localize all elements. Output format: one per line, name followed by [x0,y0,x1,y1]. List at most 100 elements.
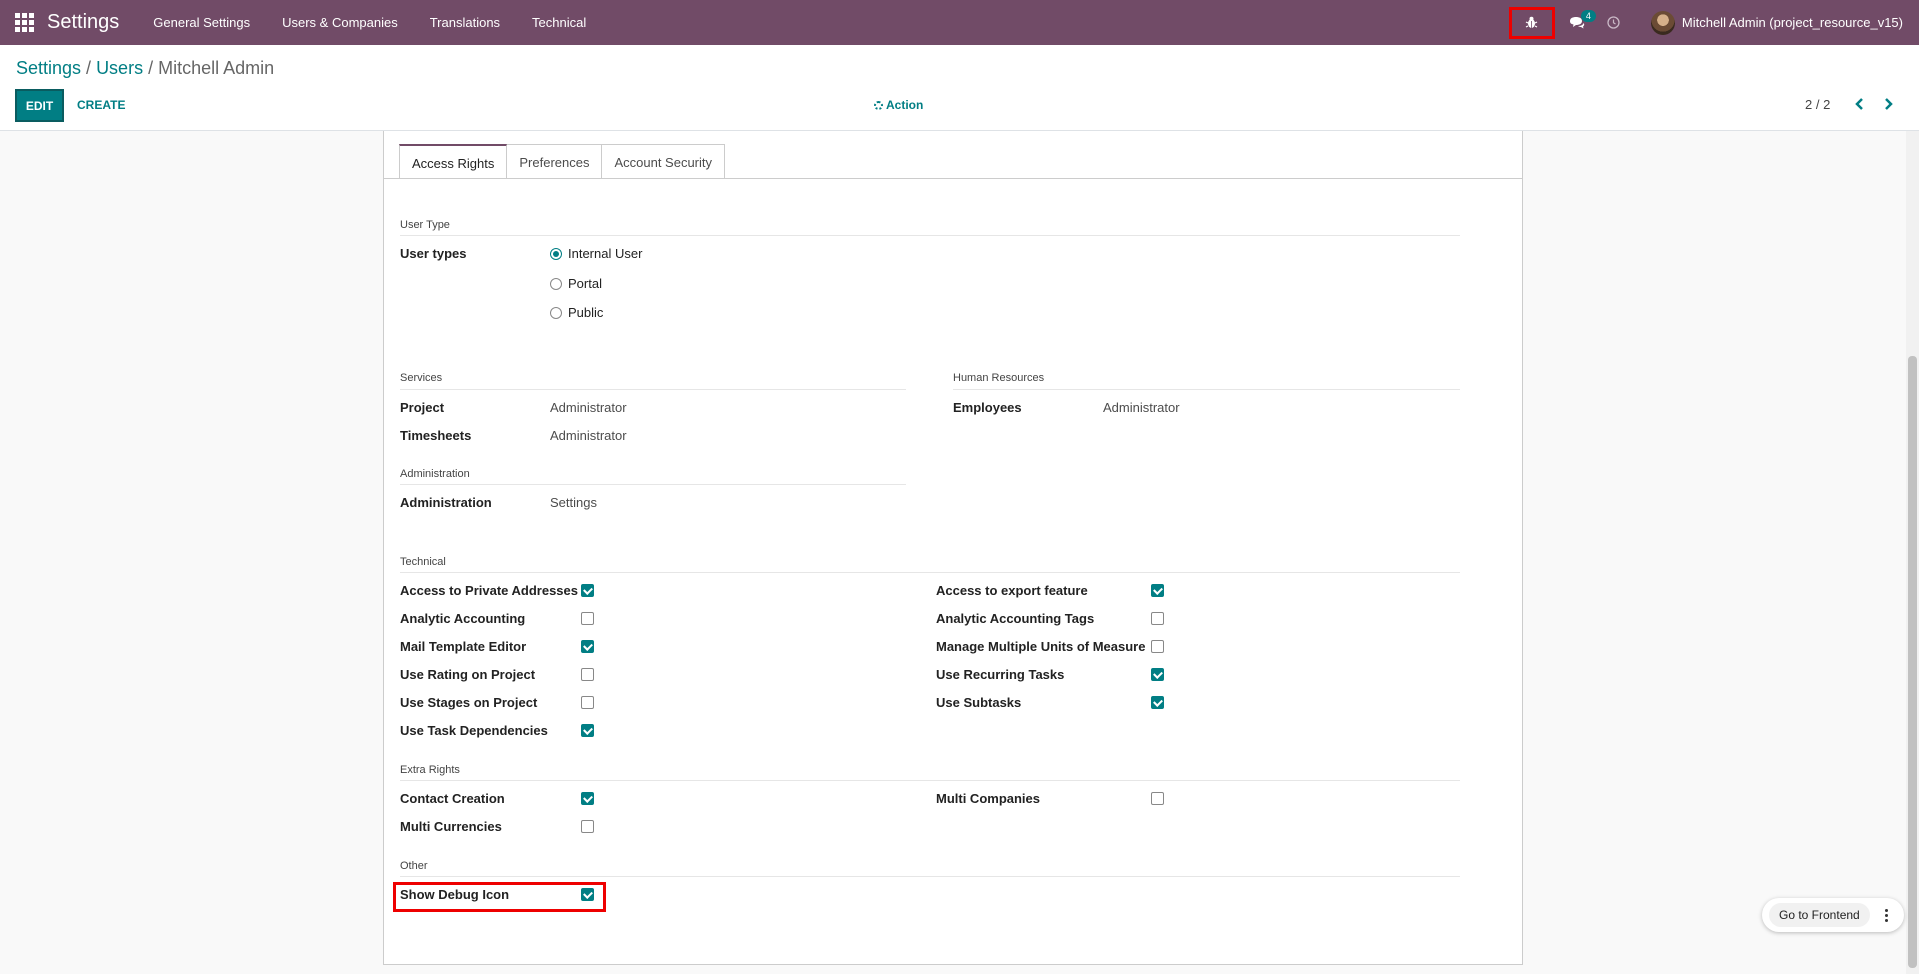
radio-internal-user[interactable]: Internal User [550,246,642,261]
chat-count-badge: 4 [1580,9,1596,22]
checkbox-use-task-dependencies[interactable] [581,724,594,737]
action-button[interactable]: Action [874,98,923,112]
frontend-widget: Go to Frontend [1762,898,1904,932]
menu-general-settings[interactable]: General Settings [153,15,251,30]
chat-icon [1569,16,1585,28]
checkbox-mail-template-editor[interactable] [581,640,594,653]
checkbox-use-stages-on-project[interactable] [581,696,594,709]
checkbox-label: Use Recurring Tasks [936,667,1065,682]
avatar [1650,10,1675,35]
section-divider [400,572,1460,573]
breadcrumb: Settings / Users / Mitchell Admin [16,58,274,79]
radio-label: Public [568,305,604,320]
checkbox-label: Manage Multiple Units of Measure [936,639,1146,654]
checkbox-multiple-units-of-measure[interactable] [1151,640,1164,653]
section-title-human-resources: Human Resources [953,372,1045,384]
section-divider [400,235,1460,236]
section-title-other: Other [400,860,428,872]
checkbox-access-export-feature[interactable] [1151,584,1164,597]
apps-menu-icon[interactable] [14,13,34,33]
radio-label: Portal [568,276,602,291]
checkbox-label: Analytic Accounting [400,611,526,626]
field-label-project: Project [400,400,445,415]
pager-value[interactable]: 2 / 2 [1805,97,1831,112]
section-divider [400,484,906,485]
checkbox-use-subtasks[interactable] [1151,696,1164,709]
clock-icon [1607,16,1621,29]
checkbox-access-private-addresses[interactable] [581,584,594,597]
section-title-services: Services [400,372,443,384]
checkbox-use-rating-on-project[interactable] [581,668,594,681]
radio-portal[interactable]: Portal [550,276,602,291]
user-types-label: User types [400,246,467,261]
menu-technical[interactable]: Technical [532,15,587,30]
checkbox-label: Contact Creation [400,791,505,806]
page-scrollbar[interactable] [1906,131,1919,974]
field-value-timesheets[interactable]: Administrator [550,428,627,443]
form-sheet: Access Rights Preferences Account Securi… [383,131,1523,965]
app-title[interactable]: Settings [47,11,120,33]
section-title-user-type: User Type [400,219,450,231]
section-title-administration: Administration [400,468,470,480]
field-label-administration: Administration [400,495,492,510]
tab-preferences[interactable]: Preferences [507,144,603,179]
checkbox-show-debug-icon[interactable] [581,888,594,901]
debug-button[interactable] [1508,6,1555,39]
tabs-divider [384,178,1522,179]
breadcrumb-users[interactable]: Users [96,58,144,78]
checkbox-contact-creation[interactable] [581,792,594,805]
tab-access-rights[interactable]: Access Rights [399,144,508,179]
action-label: Action [886,98,924,112]
menu-translations[interactable]: Translations [429,15,501,30]
user-menu[interactable]: Mitchell Admin (project_resource_v15) [1650,10,1903,35]
checkbox-multi-companies[interactable] [1151,792,1164,805]
more-options-icon[interactable] [1874,902,1900,928]
tab-account-security[interactable]: Account Security [602,144,726,179]
scroll-thumb[interactable] [1908,356,1917,968]
checkbox-label: Access to Private Addresses [400,583,579,598]
checkbox-label: Show Debug Icon [400,887,510,902]
radio-circle [550,277,562,290]
breadcrumb-separator: / [148,58,154,78]
checkbox-label: Use Stages on Project [400,695,538,710]
section-title-extra-rights: Extra Rights [400,764,460,776]
bug-icon [1526,16,1538,28]
messaging-button[interactable]: 4 [1561,8,1596,38]
chevron-right-icon [1885,98,1893,110]
activities-button[interactable] [1601,10,1627,36]
radio-public[interactable]: Public [550,305,603,320]
control-panel: Settings / Users / Mitchell Admin EDIT C… [0,45,1919,131]
checkbox-analytic-accounting-tags[interactable] [1151,612,1164,625]
section-divider [400,876,1460,877]
checkbox-use-recurring-tasks[interactable] [1151,668,1164,681]
field-value-employees[interactable]: Administrator [1103,400,1180,415]
breadcrumb-current: Mitchell Admin [158,58,275,78]
menu-users-companies[interactable]: Users & Companies [282,15,398,30]
pager-next-button[interactable] [1879,94,1897,114]
checkbox-analytic-accounting[interactable] [581,612,594,625]
checkbox-label: Multi Currencies [400,819,502,834]
edit-button[interactable]: EDIT [15,89,64,122]
checkbox-label: Use Task Dependencies [400,723,548,738]
create-button[interactable]: CREATE [77,98,126,112]
breadcrumb-settings[interactable]: Settings [16,58,82,78]
go-to-frontend-button[interactable]: Go to Frontend [1769,903,1870,927]
gear-icon [874,100,883,110]
field-value-project[interactable]: Administrator [550,400,627,415]
section-divider [400,780,1460,781]
user-name: Mitchell Admin (project_resource_v15) [1681,15,1903,30]
checkbox-label: Use Rating on Project [400,667,536,682]
field-value-administration[interactable]: Settings [550,495,597,510]
radio-label: Internal User [568,246,643,261]
chevron-left-icon [1855,98,1863,110]
section-title-technical: Technical [400,556,446,568]
checkbox-label: Mail Template Editor [400,639,527,654]
breadcrumb-separator: / [86,58,92,78]
field-label-timesheets: Timesheets [400,428,472,443]
pager-previous-button[interactable] [1851,94,1869,114]
radio-circle [550,247,562,260]
radio-circle [550,306,562,319]
checkbox-multi-currencies[interactable] [581,820,594,833]
form-content: Access Rights Preferences Account Securi… [0,131,1919,974]
section-divider [953,389,1460,390]
